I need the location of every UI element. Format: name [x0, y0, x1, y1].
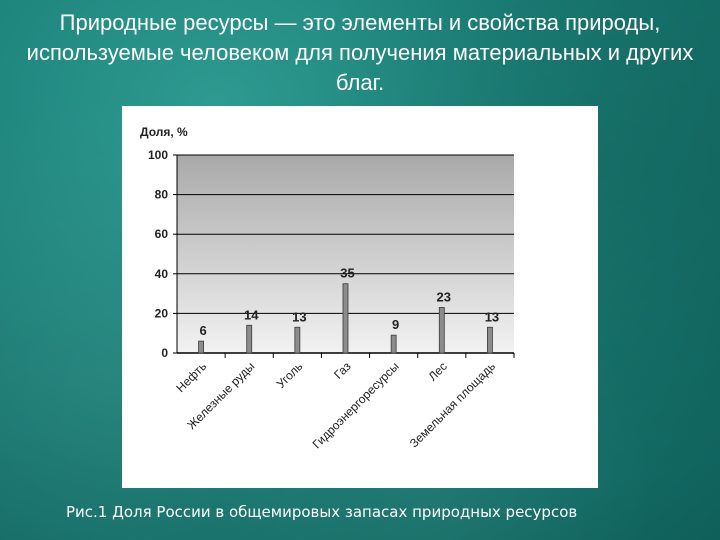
y-tick-label: 20: [155, 306, 169, 320]
y-tick-label: 0: [161, 346, 168, 360]
bar: [487, 326, 493, 354]
data-label: 35: [340, 266, 354, 281]
y-axis-label: Доля, %: [140, 125, 188, 139]
data-label: 23: [437, 289, 451, 304]
x-tick-label: Лес: [425, 359, 449, 383]
y-tick-label: 40: [155, 267, 169, 281]
data-label: 6: [199, 323, 206, 338]
y-tick-label: 60: [155, 227, 169, 241]
bar: [294, 326, 301, 354]
data-label: 14: [244, 307, 259, 322]
data-label: 13: [485, 309, 499, 324]
data-label: 13: [292, 309, 306, 324]
slide-title: Природные ресурсы — это элементы и свойс…: [26, 10, 694, 95]
bar: [246, 324, 253, 354]
x-tick-label: Газ: [331, 359, 354, 382]
x-tick-label: Уголь: [274, 359, 306, 391]
bar: [342, 283, 349, 354]
x-tick-label: Гидроэнергоресурсы: [310, 359, 402, 451]
x-tick-label: Земельная площадь: [407, 359, 498, 450]
bar: [390, 334, 397, 354]
data-label: 9: [392, 317, 399, 332]
x-tick-label: Нефть: [173, 359, 209, 395]
y-tick-label: 100: [148, 148, 168, 162]
figure-caption: Рис.1 Доля России в общемировых запасах …: [66, 503, 578, 521]
y-tick-label: 80: [155, 188, 169, 202]
chart-panel: Доля, % 0 20 40 60 80 100 6 Нефть 14 Железные руд…: [122, 106, 598, 488]
bar: [198, 340, 204, 354]
bar: [438, 307, 445, 354]
